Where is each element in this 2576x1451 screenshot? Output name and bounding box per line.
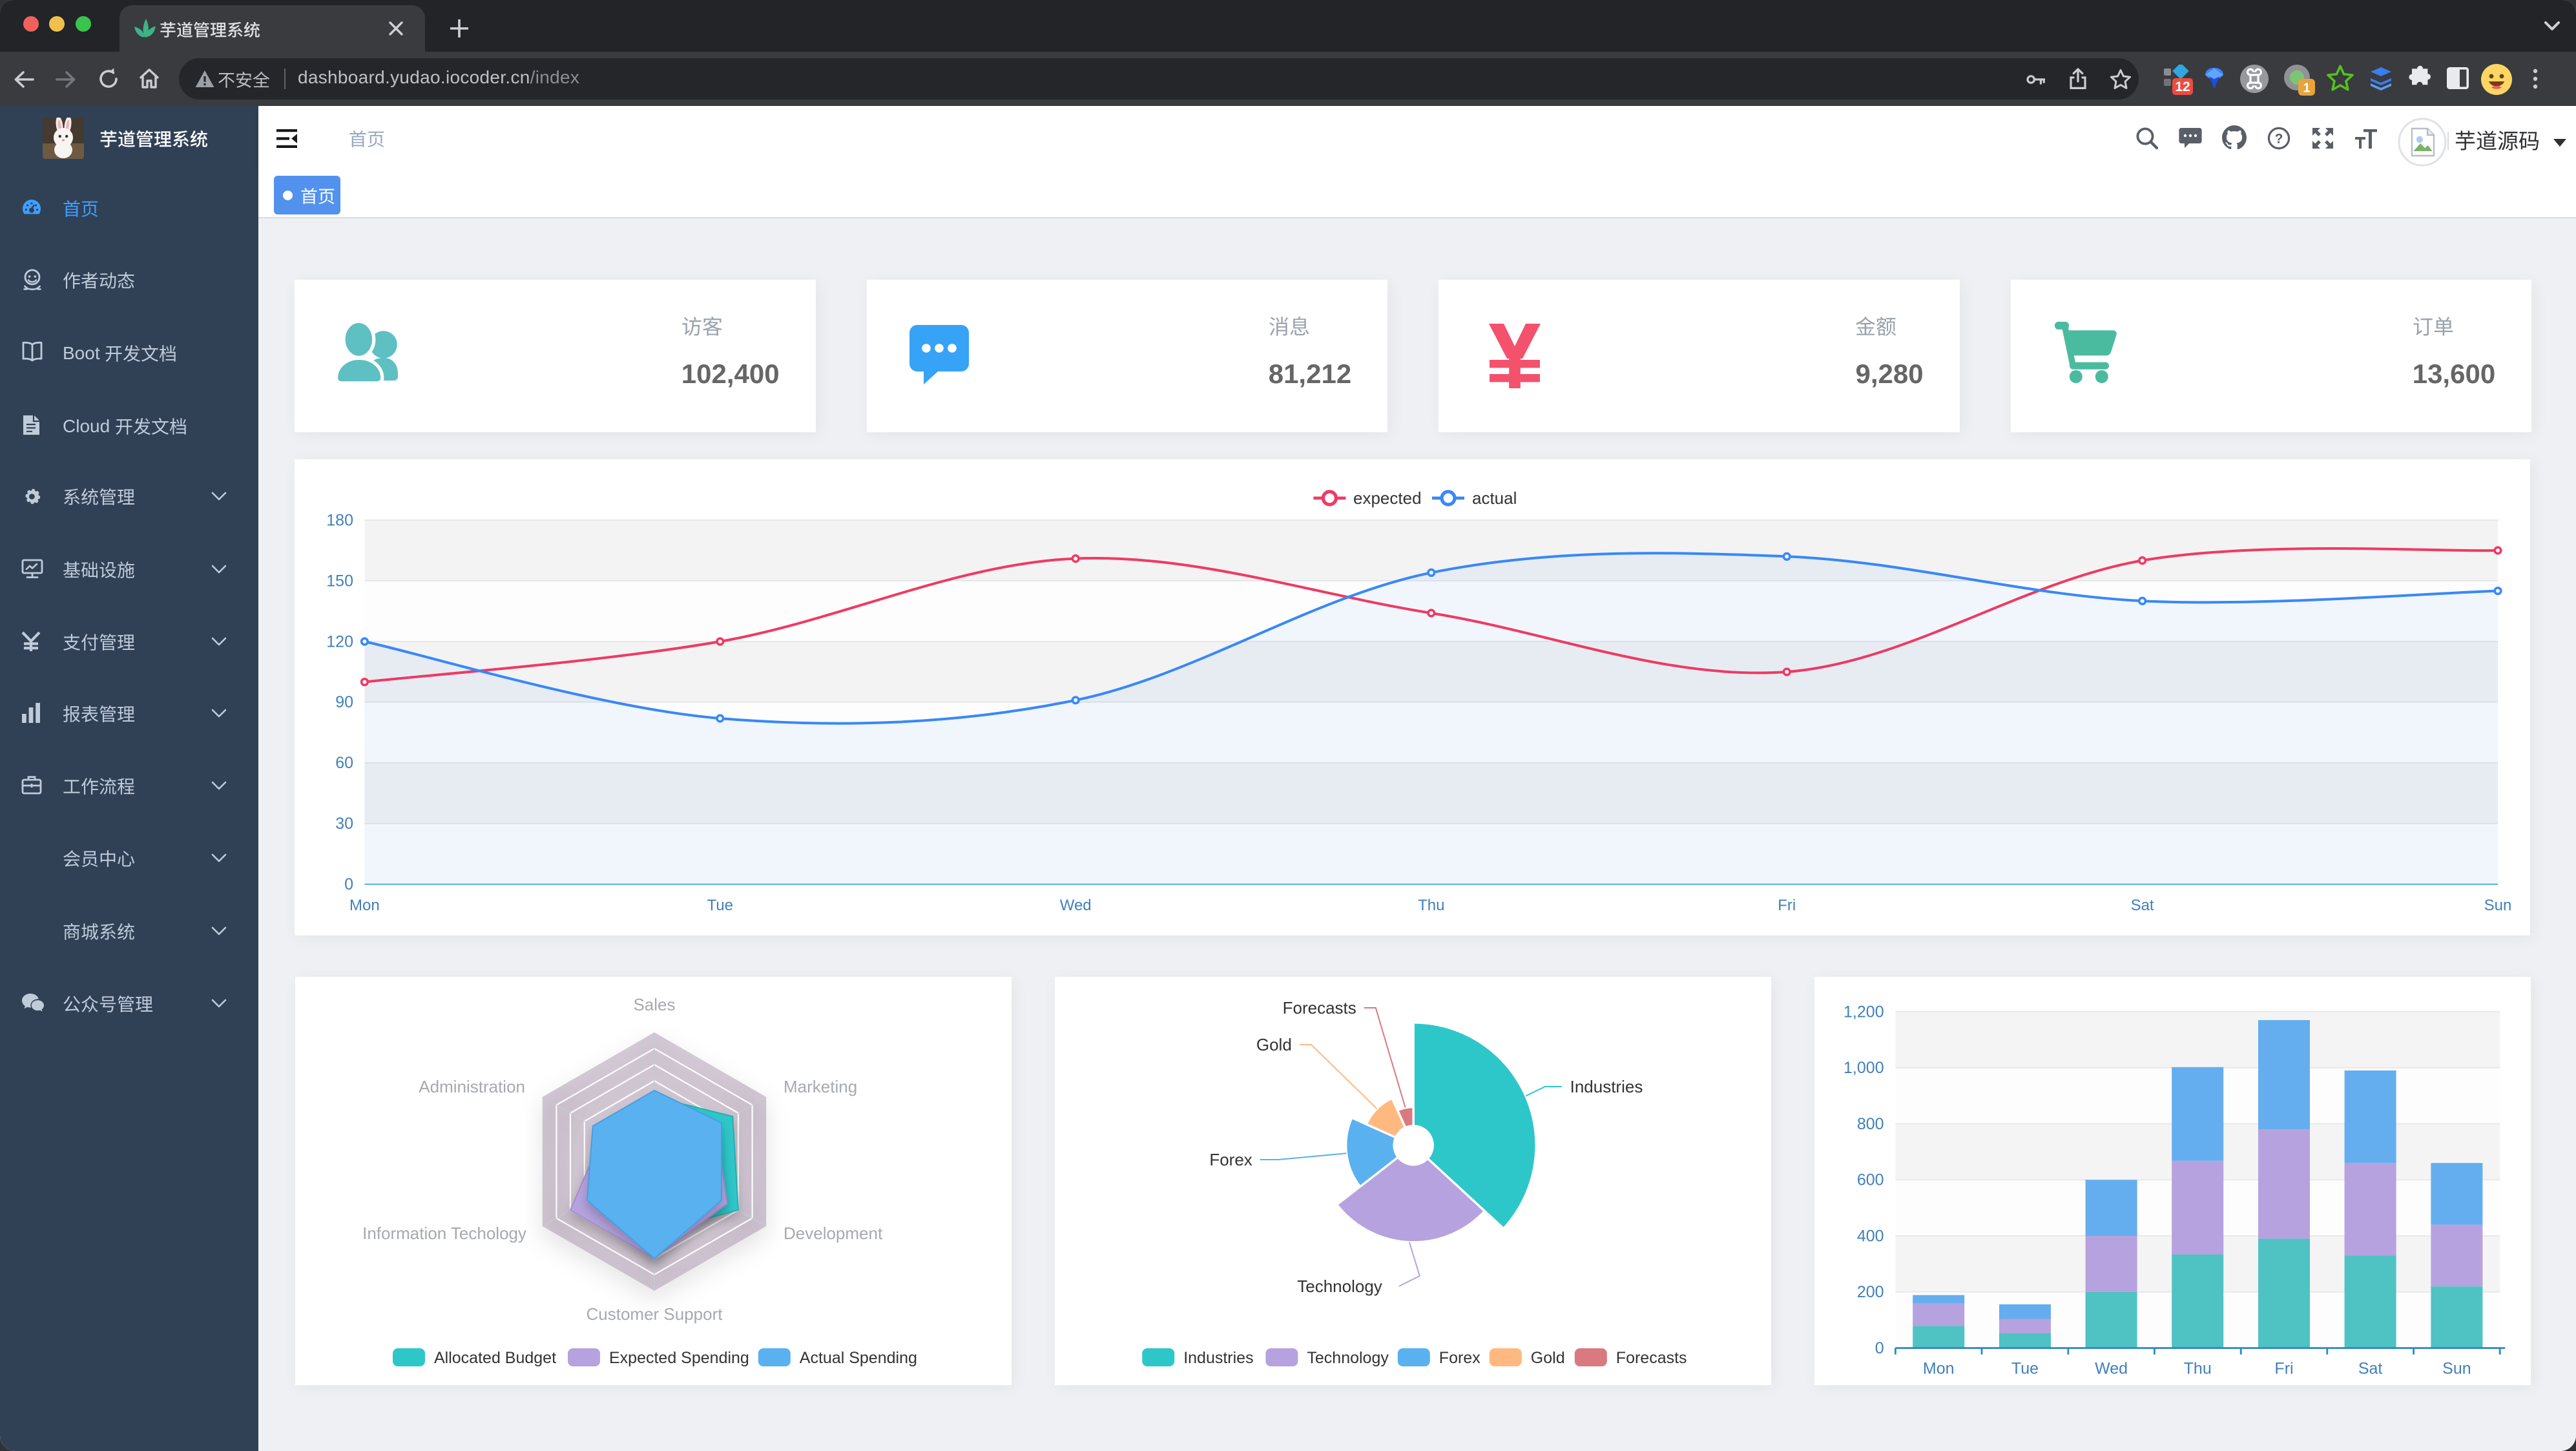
svg-text:Information Techology: Information Techology [362,1224,526,1243]
svg-text:150: 150 [326,572,353,590]
svg-text:Thu: Thu [1418,897,1444,914]
svg-text:1,000: 1,000 [1844,1059,1884,1077]
svg-text:Marketing: Marketing [784,1077,857,1096]
svg-text:Thu: Thu [2184,1360,2212,1378]
svg-text:200: 200 [1857,1283,1884,1301]
svg-text:Sun: Sun [2484,897,2512,914]
svg-text:Technology: Technology [1307,1349,1389,1367]
svg-text:Technology: Technology [1297,1277,1382,1296]
svg-text:0: 0 [344,875,353,893]
svg-text:Allocated Budget: Allocated Budget [434,1349,556,1367]
svg-text:400: 400 [1857,1227,1884,1245]
svg-text:Customer Support: Customer Support [587,1304,723,1324]
svg-text:Forex: Forex [1439,1349,1480,1367]
svg-text:Actual Spending: Actual Spending [800,1349,917,1367]
svg-text:Wed: Wed [1060,897,1092,914]
svg-text:Industries: Industries [1570,1077,1643,1096]
svg-text:1,200: 1,200 [1844,1003,1884,1021]
svg-text:90: 90 [335,693,353,711]
svg-text:0: 0 [1875,1339,1884,1357]
svg-text:Sales: Sales [633,995,675,1014]
svg-text:Mon: Mon [1923,1360,1955,1378]
svg-text:120: 120 [326,632,353,651]
svg-text:Wed: Wed [2095,1360,2128,1378]
svg-text:Sun: Sun [2443,1360,2471,1378]
svg-text:Forex: Forex [1210,1150,1252,1169]
svg-text:Forecasts: Forecasts [1283,998,1356,1018]
svg-text:?: ? [2275,132,2283,147]
svg-text:actual: actual [1472,488,1517,508]
svg-text:1: 1 [2303,81,2310,96]
svg-text:Gold: Gold [1531,1349,1565,1367]
svg-text:Fri: Fri [1778,897,1796,914]
svg-text:800: 800 [1857,1115,1884,1133]
svg-text:180: 180 [326,511,353,529]
svg-text:Industries: Industries [1183,1349,1253,1367]
svg-text:Fri: Fri [2275,1360,2294,1378]
svg-text:expected: expected [1353,488,1422,508]
svg-text:Expected Spending: Expected Spending [609,1349,749,1367]
svg-text:12: 12 [2175,79,2190,94]
svg-text:Sat: Sat [2358,1360,2383,1378]
svg-text:60: 60 [335,754,353,772]
svg-text:30: 30 [335,815,353,833]
svg-text:Gold: Gold [1256,1035,1292,1054]
svg-text:600: 600 [1857,1171,1884,1189]
svg-text:Forecasts: Forecasts [1616,1349,1687,1367]
svg-text:Sat: Sat [2131,897,2154,914]
svg-text:Tue: Tue [2011,1360,2039,1378]
svg-text:Administration: Administration [419,1077,525,1096]
svg-text:Tue: Tue [707,897,733,914]
svg-text:Development: Development [784,1224,883,1243]
svg-text:Mon: Mon [349,897,380,914]
